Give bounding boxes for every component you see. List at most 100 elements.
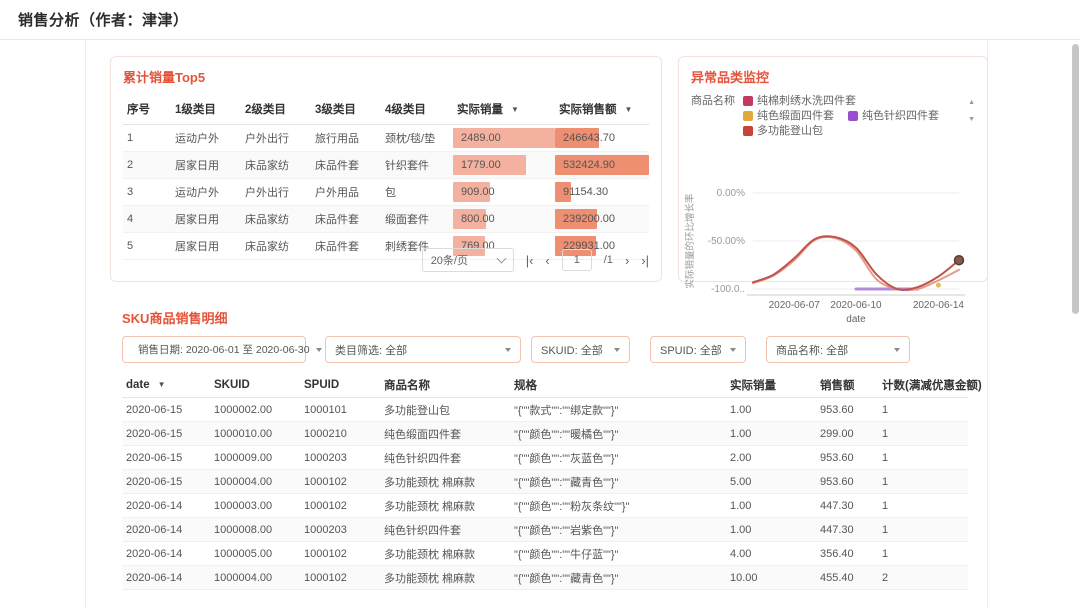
sku-cell: "{""颜色"":""藏青色""}" <box>510 565 726 590</box>
top5-qty-cell: 1779.00 <box>453 151 555 179</box>
legend-item-3[interactable]: 多功能登山包 <box>743 124 823 138</box>
sku-cell: 2020-06-14 <box>122 517 210 542</box>
first-page-button[interactable]: |‹ <box>525 252 534 268</box>
canvas-left-border <box>85 40 86 608</box>
sku-cell: 1000005.00 <box>210 541 300 566</box>
top5-title: 累计销量Top5 <box>123 70 206 85</box>
last-page-button[interactable]: ›| <box>641 252 649 268</box>
sku-cell: "{""颜色"":""牛仔蓝""}" <box>510 541 726 566</box>
qty-value: 769.00 <box>461 240 495 252</box>
sku-cell: 1000010.00 <box>210 421 300 446</box>
sku-cell: 1000002.00 <box>210 397 300 422</box>
legend-item-1[interactable]: 纯色缎面四件套 <box>743 109 834 123</box>
top5-col-header-6[interactable]: 实际销售额 ▼ <box>555 94 649 125</box>
legend-swatch-icon <box>743 126 753 136</box>
sku-cell: 953.60 <box>816 445 878 470</box>
sort-down-icon[interactable]: ▼ <box>511 105 519 114</box>
filter-product-name[interactable]: 商品名称: 全部 <box>766 336 910 363</box>
sku-cell: "{""颜色"":""暖橘色""}" <box>510 421 726 446</box>
sku-cell: 4.00 <box>726 541 816 566</box>
sku-col-header-0[interactable]: date ▼ <box>122 372 210 398</box>
top5-cell: 1 <box>123 124 171 152</box>
sku-cell: 2020-06-15 <box>122 421 210 446</box>
caret-down-icon <box>315 347 322 352</box>
filter-date-range[interactable]: 销售日期: 2020-06-01 至 2020-06-30 <box>122 336 322 363</box>
caret-down-icon <box>894 347 900 352</box>
page-scrollbar[interactable] <box>1070 40 1080 608</box>
sku-col-header-6: 销售额 <box>816 372 878 398</box>
top5-qty-cell: 2489.00 <box>453 124 555 152</box>
sort-down-icon[interactable]: ▼ <box>157 379 166 389</box>
filter-category[interactable]: 类目筛选: 全部 <box>325 336 521 363</box>
sku-cell: 多功能颈枕 棉麻款 <box>380 541 510 566</box>
legend-item-2[interactable]: 纯色针织四件套 <box>848 109 939 123</box>
sku-cell: 1000102 <box>300 565 380 590</box>
svg-text:2020-06-10: 2020-06-10 <box>830 300 882 311</box>
prev-page-button[interactable]: ‹ <box>545 252 550 268</box>
top5-cell: 颈枕/毯/垫 <box>381 124 453 152</box>
top5-qty-cell: 909.00 <box>453 178 555 206</box>
top5-col-header-1: 1级类目 <box>171 94 241 125</box>
sku-cell: 1000203 <box>300 517 380 542</box>
sku-cell: 2020-06-15 <box>122 397 210 422</box>
qty-value: 2489.00 <box>461 132 501 144</box>
legend-down-icon[interactable]: ▼ <box>968 116 975 123</box>
legend-item-0[interactable]: 纯棉刺绣水洗四件套 <box>743 94 856 108</box>
sku-cell: "{""颜色"":""粉灰条纹""}" <box>510 493 726 518</box>
svg-text:2020-06-07: 2020-06-07 <box>769 300 821 311</box>
page-size-value: 20条/页 <box>430 255 468 267</box>
sku-cell: 1000009.00 <box>210 445 300 470</box>
top5-amount-cell: 91154.30 <box>555 178 649 206</box>
filter-spuid[interactable]: SPUID: 全部 <box>650 336 746 363</box>
sku-cell: 1.00 <box>726 421 816 446</box>
top5-cell: 居家日用 <box>171 151 241 179</box>
sku-cell: 2 <box>878 565 968 590</box>
sku-cell: "{""颜色"":""藏青色""}" <box>510 469 726 494</box>
filter-label: SPUID: 全部 <box>660 344 722 357</box>
scrollbar-thumb[interactable] <box>1072 44 1079 314</box>
top5-panel: 累计销量Top5 序号 1级类目 2级类目 3级类目 4级类目 实际销量 ▼ 实际销售额 ▼ 1… <box>110 56 662 282</box>
sku-cell: 1000008.00 <box>210 517 300 542</box>
amount-data-bar <box>555 128 599 148</box>
legend-item-label: 纯色缎面四件套 <box>757 110 834 122</box>
caret-down-icon <box>730 347 736 352</box>
qty-data-bar <box>453 209 486 229</box>
sku-table-row: 2020-06-15 1000009.00 1000203 纯色针织四件套 "{""颜色… <box>122 445 968 470</box>
sku-cell: 多功能颈枕 棉麻款 <box>380 493 510 518</box>
sku-col-header-5: 实际销量 <box>726 372 816 398</box>
qty-value: 909.00 <box>461 186 495 198</box>
page-size-select[interactable]: 20条/页 <box>421 248 514 272</box>
sort-down-icon[interactable]: ▼ <box>624 105 633 114</box>
top5-col-header-5[interactable]: 实际销量 ▼ <box>453 94 555 125</box>
monitor-panel: 异常品类监控 商品名称 纯棉刺绣水洗四件套 纯色缎面四件套 纯色针织四件套 多功能登山… <box>678 56 988 325</box>
next-page-button[interactable]: › <box>624 252 630 268</box>
sku-cell: "{""款式"":""绑定款""}" <box>510 397 726 422</box>
top5-cell: 包 <box>381 178 453 206</box>
sku-col-header-1: SKUID <box>210 372 300 398</box>
sku-cell: 5.00 <box>726 469 816 494</box>
sku-cell: 1.00 <box>726 397 816 422</box>
pagination: 20条/页 |‹ ‹ 1 /1 › ›| <box>421 248 649 272</box>
sku-col-header-4: 规格 <box>510 372 726 398</box>
top5-table-row: 1 运动户外 户外出行 旅行用品 颈枕/毯/垫 2489.00 246643.70 <box>123 124 649 152</box>
qty-data-bar <box>453 128 555 148</box>
sku-header-row: date ▼ SKUID SPUID 商品名称 规格 实际销量 销售额 计数(满减优惠金额) <box>122 372 982 398</box>
top5-col-header-4: 4级类目 <box>381 94 453 125</box>
chevron-down-icon <box>496 253 507 264</box>
sku-cell: 1 <box>878 517 968 542</box>
legend-up-icon[interactable]: ▲ <box>968 99 975 106</box>
amount-data-bar <box>555 209 598 229</box>
filter-skuid[interactable]: SKUID: 全部 <box>531 336 630 363</box>
svg-text:0.00%: 0.00% <box>717 188 745 199</box>
sku-cell: 455.40 <box>816 565 878 590</box>
sku-detail-section: SKU商品销售明细 销售日期: 2020-06-01 至 2020-06-30 类… <box>110 300 988 608</box>
legend-swatch-icon <box>743 96 753 106</box>
amount-data-bar <box>555 155 649 175</box>
page-number-input[interactable]: 1 <box>561 249 592 271</box>
sku-table-row: 2020-06-14 1000004.00 1000102 多功能颈枕 棉麻款 "{""… <box>122 565 968 590</box>
sku-cell: 1000210 <box>300 421 380 446</box>
svg-text:实际销量的环比增长率: 实际销量的环比增长率 <box>684 193 696 289</box>
sku-cell: 纯色针织四件套 <box>380 517 510 542</box>
filter-label: SKUID: 全部 <box>541 344 603 357</box>
svg-text:-100.0..: -100.0.. <box>711 284 745 295</box>
